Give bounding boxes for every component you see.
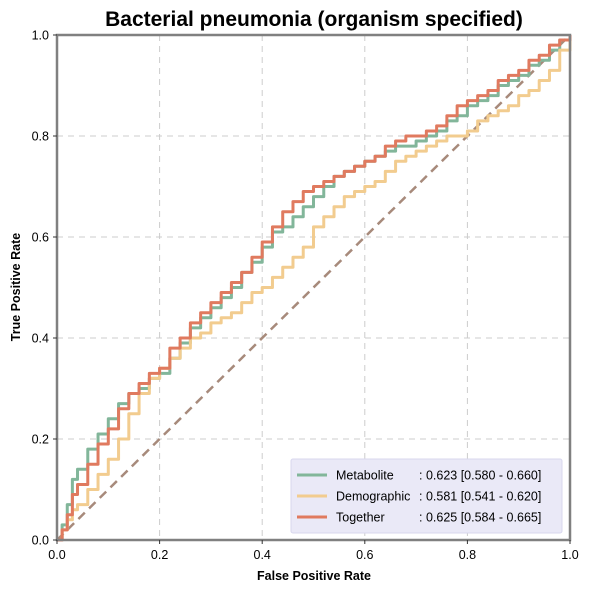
x-tick-label: 0.8	[459, 548, 476, 562]
legend-series-name: Demographic	[336, 490, 410, 504]
x-tick-label: 0.2	[151, 548, 168, 562]
legend: Metabolite : 0.623 [0.580 - 0.660] Demogra…	[290, 458, 563, 534]
y-tick-label: 0.0	[32, 534, 49, 548]
legend-auc-value: : 0.581 [0.541 - 0.620]	[419, 490, 541, 504]
legend-auc-value: : 0.625 [0.584 - 0.665]	[419, 511, 541, 525]
y-tick-label: 0.4	[32, 332, 49, 346]
plot-frame	[55, 33, 572, 542]
y-tick-label: 0.2	[32, 433, 49, 447]
y-tick-label: 0.6	[32, 231, 49, 245]
x-tick-label: 0.6	[356, 548, 373, 562]
legend-box	[290, 458, 563, 534]
roc-curve-demographic	[57, 35, 572, 542]
roc-curve-together	[57, 35, 572, 542]
y-axis-label: True Positive Rate	[9, 233, 23, 341]
axis-ticks: 0.0 0.2 0.4 0.6 0.8 1.0 0.0 0.2 0.4 0.6 0.8 1.0	[32, 29, 579, 563]
x-tick-label: 0.4	[254, 548, 271, 562]
legend-auc-value: : 0.623 [0.580 - 0.660]	[419, 469, 541, 483]
chart-title: Bacterial pneumonia (organism specified)	[105, 8, 523, 31]
x-axis-label: False Positive Rate	[257, 569, 371, 583]
roc-curves	[57, 35, 572, 542]
legend-series-name: Metabolite	[336, 469, 394, 483]
x-tick-label: 0.0	[48, 548, 65, 562]
x-tick-label: 1.0	[561, 548, 578, 562]
y-tick-label: 0.8	[32, 130, 49, 144]
legend-series-name: Together	[336, 511, 385, 525]
y-tick-label: 1.0	[32, 29, 49, 43]
